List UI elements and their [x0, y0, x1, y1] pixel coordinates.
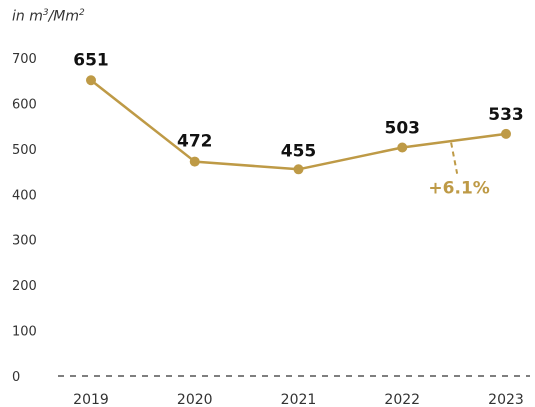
unit-sup-1: 3	[42, 8, 49, 18]
y-tick-label: 500	[12, 143, 37, 158]
unit-prefix: in m	[12, 8, 43, 25]
y-tick-label: 200	[12, 279, 37, 294]
data-point	[293, 164, 304, 175]
annotation-label: +6.1%	[428, 179, 489, 199]
data-point	[501, 128, 511, 139]
data-point	[86, 75, 96, 86]
y-tick-label: 600	[12, 97, 37, 112]
y-tick-label: 300	[12, 234, 37, 249]
x-tick-label: 2022	[384, 392, 420, 407]
y-tick-label: 400	[12, 188, 37, 203]
unit-label: in m3/Mm2	[12, 8, 85, 25]
data-label: 472	[177, 132, 213, 152]
data-label: 455	[281, 141, 317, 161]
x-tick-label: 2019	[73, 392, 109, 407]
data-label: 533	[488, 105, 524, 125]
y-tick-label: 0	[12, 370, 20, 385]
data-point	[189, 156, 200, 167]
data-point	[397, 142, 408, 153]
x-tick-label: 2023	[488, 392, 524, 407]
x-tick-label: 2020	[177, 392, 213, 407]
unit-mid: /Mm	[48, 8, 80, 25]
unit-sup-2: 2	[79, 8, 85, 18]
y-tick-label: 100	[12, 325, 37, 340]
x-tick-label: 2021	[281, 392, 317, 407]
y-tick-label: 700	[12, 52, 37, 67]
data-label: 651	[73, 50, 109, 70]
annotation-leader	[450, 142, 459, 174]
data-label: 503	[385, 118, 421, 138]
